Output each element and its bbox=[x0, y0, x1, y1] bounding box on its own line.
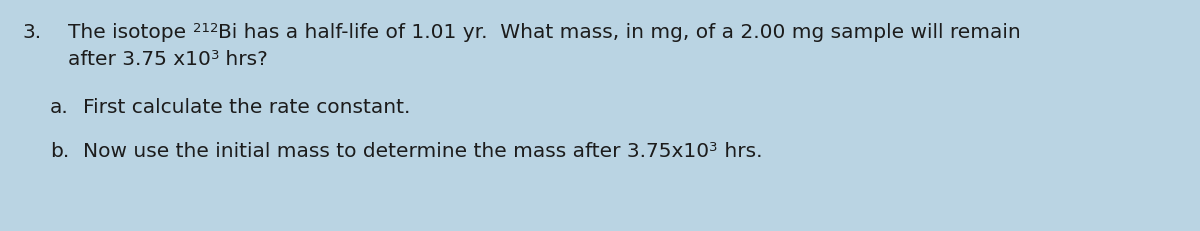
Text: 3: 3 bbox=[709, 140, 718, 153]
Text: The isotope: The isotope bbox=[68, 23, 192, 42]
Text: 3.: 3. bbox=[22, 23, 41, 42]
Text: 212: 212 bbox=[192, 22, 218, 35]
Text: 3: 3 bbox=[211, 49, 220, 62]
Text: after 3.75 x10: after 3.75 x10 bbox=[68, 50, 211, 69]
Text: Bi has a half-life of 1.01 yr.  What mass, in mg, of a 2.00 mg sample will remai: Bi has a half-life of 1.01 yr. What mass… bbox=[218, 23, 1021, 42]
Text: a.: a. bbox=[50, 97, 68, 116]
Text: First calculate the rate constant.: First calculate the rate constant. bbox=[83, 97, 410, 116]
Text: hrs?: hrs? bbox=[220, 50, 268, 69]
Text: Now use the initial mass to determine the mass after 3.75x10: Now use the initial mass to determine th… bbox=[83, 141, 709, 160]
Text: b.: b. bbox=[50, 141, 70, 160]
Text: hrs.: hrs. bbox=[718, 141, 762, 160]
